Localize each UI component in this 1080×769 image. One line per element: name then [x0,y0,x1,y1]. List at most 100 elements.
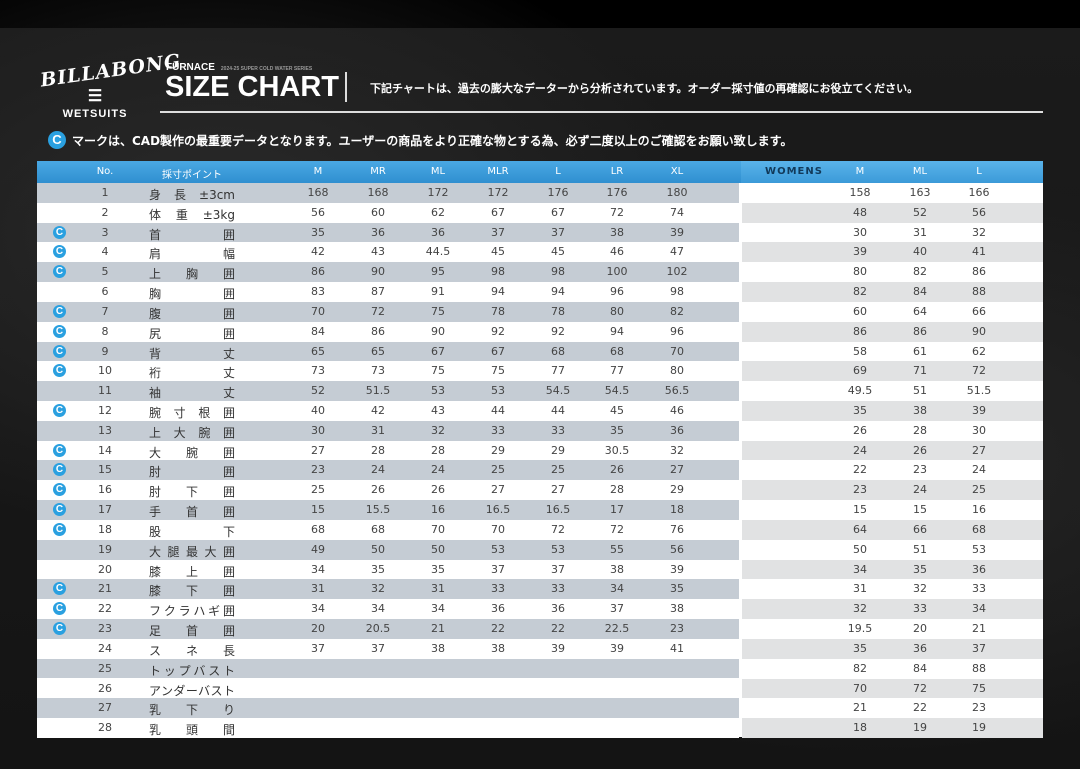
mens-value: 68 [371,522,385,536]
row-label: 胸囲 [149,287,235,302]
mens-value: 34 [431,602,445,616]
womens-cells: 60 64 66 [742,301,1043,322]
mens-value: 45 [551,245,565,259]
mens-cells: C 16 肘下囲 25 26 26 27 27 28 29 [37,480,739,501]
row-label: 尻囲 [149,326,235,341]
row-label: スネ長 [149,643,235,658]
table-row: C 17 手首囲 15 15.5 16 16.5 16.5 17 18 15 15 16 [37,500,1043,520]
mens-value: 37 [551,562,565,576]
mens-value: 38 [610,225,624,239]
mens-value: 72 [610,205,624,219]
womens-value: 39 [972,404,986,418]
womens-value: 84 [913,285,927,299]
mens-value: 65 [371,344,385,358]
mens-value: 54.5 [604,384,630,398]
cad-mark-icon: C [48,131,66,149]
table-row: 20 膝上囲 34 35 35 37 37 38 39 34 35 36 [37,559,1043,580]
mens-value: 91 [431,285,445,299]
table-row: C 23 足首囲 20 20.5 21 22 22 22.5 23 19.5 20 21 [37,619,1043,639]
mens-value: 78 [491,304,505,318]
womens-value: 38 [913,404,927,418]
womens-cells: 50 51 53 [742,539,1043,560]
womens-value: 40 [913,245,927,259]
mens-value: 25 [491,463,505,477]
cad-mark-icon: C [53,245,66,259]
womens-value: 34 [972,602,986,616]
mens-value: 56.5 [664,384,690,398]
mens-cells: 27 乳下り [37,698,739,719]
womens-value: 53 [972,542,986,556]
mens-value: 75 [431,304,445,318]
mens-cells: C 12 腕寸根囲 40 42 43 44 44 45 46 [37,401,739,421]
mens-value: 70 [311,304,325,318]
row-label: 腕寸根囲 [149,406,235,421]
mens-value: 35 [610,423,624,437]
mens-value: 76 [670,522,684,536]
mens-value: 37 [491,562,505,576]
row-label: 裄丈 [149,366,235,381]
mens-value: 43 [431,404,445,418]
mens-value: 80 [610,304,624,318]
row-label: 上胸囲 [149,267,235,282]
womens-value: 33 [913,602,927,616]
womens-value: 22 [913,701,927,715]
womens-value: 15 [853,503,867,517]
row-no: 9 [101,344,109,358]
womens-value: 35 [913,562,927,576]
mens-cells: C 9 背丈 65 65 67 67 68 68 70 [37,341,739,362]
mens-value: 96 [610,285,624,299]
mens-value: 26 [610,463,624,477]
womens-value: 51.5 [966,384,992,398]
womens-cells: 31 32 33 [742,579,1043,600]
row-no: 13 [98,423,112,437]
womens-value: 34 [853,562,867,576]
mens-cells: C 22 フクラハギ囲 34 34 34 36 36 37 38 [37,599,739,620]
table-row: 19 大腿最大囲 49 50 50 53 53 55 56 50 51 53 [37,539,1043,560]
mens-value: 35 [311,225,325,239]
mens-cells: 24 スネ長 37 37 38 38 39 39 41 [37,638,739,659]
mens-value: 54.5 [545,384,571,398]
table-row: 26 アンダーバスト 70 72 75 [37,678,1043,699]
womens-value: 31 [913,225,927,239]
womens-cells: 22 23 24 [742,460,1043,481]
row-label: 足首囲 [149,624,235,639]
row-no: 8 [101,324,109,338]
table-row: C 12 腕寸根囲 40 42 43 44 44 45 46 35 38 39 [37,401,1043,421]
womens-value: 20 [913,622,927,636]
mens-value: 35 [431,562,445,576]
row-no: 4 [101,245,109,259]
row-no: 6 [101,285,109,299]
womens-value: 62 [972,344,986,358]
mens-cells: C 17 手首囲 15 15.5 16 16.5 16.5 17 18 [37,500,739,520]
mens-value: 27 [311,443,325,457]
row-label: 身長±3cm [149,188,235,202]
mens-value: 46 [610,245,624,259]
mens-value: 62 [431,205,445,219]
womens-value: 82 [853,661,867,675]
womens-value: 49.5 [847,384,873,398]
mens-value: 168 [367,186,389,199]
womens-value: 82 [913,265,927,279]
mens-value: 39 [670,225,684,239]
womens-value: 28 [913,423,927,437]
mens-value: 94 [610,324,624,338]
header-size: LR [610,166,624,177]
mens-value: 98 [491,265,505,279]
mens-value: 22 [491,622,505,636]
womens-cells: 82 84 88 [742,282,1043,302]
row-label: トップバスト [149,663,235,678]
mens-value: 35 [670,582,684,596]
row-label: 手首囲 [149,505,235,520]
mens-value: 98 [670,285,684,299]
womens-value: 72 [913,681,927,695]
cad-note: C マークは、CAD製作の最重要データとなります。ユーザーの商品をより正確な物と… [48,131,792,149]
mens-value: 15 [311,503,325,517]
womens-value: 88 [972,661,986,675]
table-row: C 10 裄丈 73 73 75 75 77 77 80 69 71 72 [37,361,1043,382]
mens-value: 75 [491,364,505,378]
table-row: C 7 腹囲 70 72 75 78 78 80 82 60 64 66 [37,301,1043,322]
mens-value: 37 [371,641,385,655]
mens-cells: C 5 上胸囲 86 90 95 98 98 100 102 [37,262,739,283]
womens-cells: 48 52 56 [742,202,1043,223]
mens-value: 46 [670,404,684,418]
